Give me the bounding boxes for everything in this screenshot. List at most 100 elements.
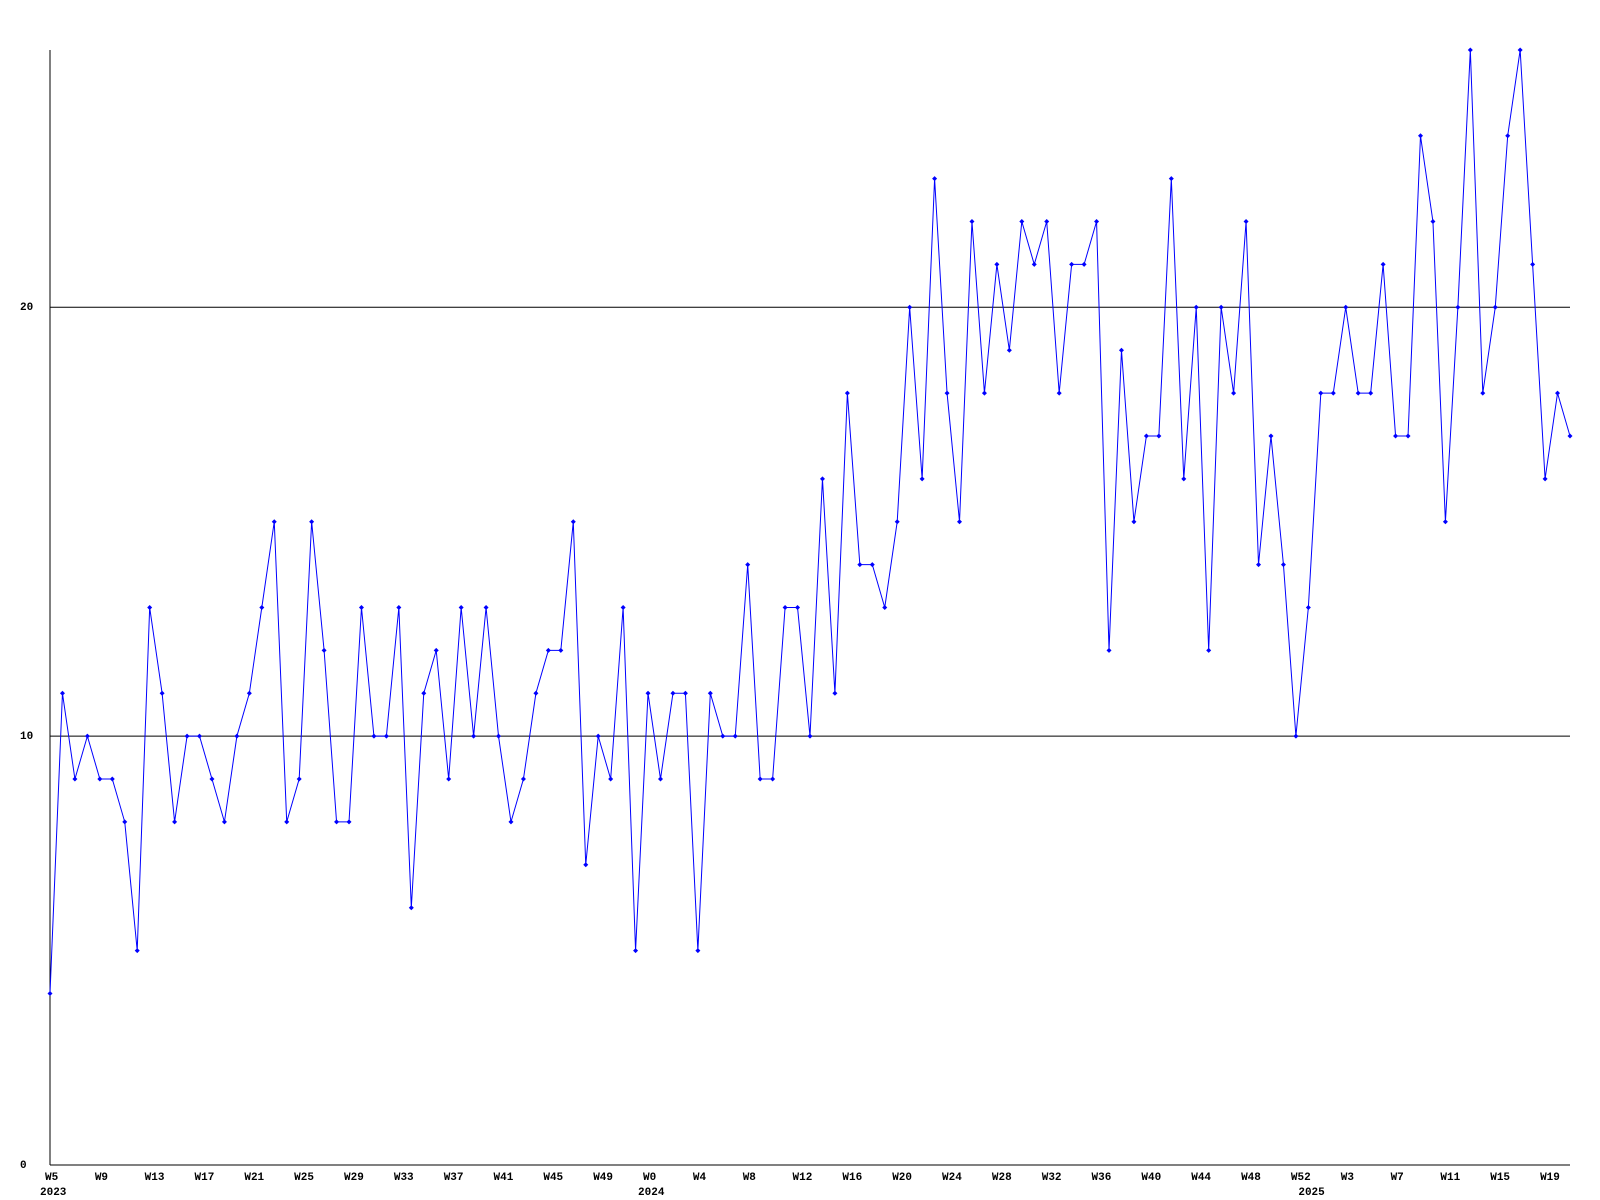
marker [446,776,452,782]
x-tick-label: W8 [743,1172,757,1184]
marker [221,819,227,825]
marker [1530,261,1536,267]
x-tick-label: W24 [942,1172,962,1184]
marker [1156,433,1162,439]
marker [1268,433,1274,439]
marker [608,776,614,782]
y-tick-label: 20 [20,302,33,314]
marker [1293,733,1299,739]
marker [1455,304,1461,310]
marker [383,733,389,739]
x-tick-label: W11 [1440,1172,1460,1184]
marker [508,819,514,825]
marker [346,819,352,825]
marker [147,605,153,610]
marker [907,304,913,310]
marker [1492,304,1498,310]
marker [1118,347,1124,353]
x-tick-label: W41 [494,1172,514,1184]
marker [59,690,65,696]
marker [1405,433,1411,439]
marker [844,390,850,396]
marker [1143,433,1149,439]
x-tick-label: W17 [195,1172,215,1184]
marker [421,690,427,696]
marker [433,647,439,653]
marker [1330,390,1336,396]
marker [97,776,103,782]
x-tick-label: W13 [145,1172,165,1184]
marker [1193,304,1199,310]
marker [246,690,252,696]
marker [695,948,701,954]
marker [1480,390,1486,396]
marker [770,776,776,782]
marker [520,776,526,782]
marker [408,905,414,911]
marker [657,776,663,782]
marker [545,647,551,653]
marker [932,176,938,182]
marker [1442,519,1448,525]
marker [707,690,713,696]
x-year-label: 2024 [638,1187,665,1199]
marker [882,605,888,610]
marker [197,733,203,739]
marker [259,605,265,610]
x-tick-label: W15 [1490,1172,1510,1184]
marker [184,733,190,739]
marker [1206,647,1212,653]
marker [1168,176,1174,182]
marker [134,948,140,954]
marker [670,690,676,696]
marker [981,390,987,396]
x-tick-label: W44 [1191,1172,1211,1184]
marker [1542,476,1548,482]
marker [1243,219,1249,225]
marker [1355,390,1361,396]
x-tick-label: W28 [992,1172,1012,1184]
marker [334,819,340,825]
x-tick-label: W12 [793,1172,813,1184]
marker [1380,261,1386,267]
x-year-label: 2025 [1298,1187,1325,1199]
marker [1069,261,1075,267]
x-year-label: 2023 [40,1187,67,1199]
marker [969,219,975,225]
marker [894,519,900,525]
marker [633,948,639,954]
marker [857,562,863,568]
marker [682,690,688,696]
marker [284,819,290,825]
marker [321,647,327,653]
marker [1555,390,1561,396]
x-tick-label: W52 [1291,1172,1311,1184]
x-tick-label: W4 [693,1172,707,1184]
marker [172,819,178,825]
marker [832,690,838,696]
marker [1044,219,1050,225]
marker [1094,219,1100,225]
marker [583,862,589,868]
marker [358,605,364,610]
marker [795,605,801,610]
marker [496,733,502,739]
marker [309,519,315,525]
x-tick-label: W36 [1092,1172,1112,1184]
marker [371,733,377,739]
marker [558,647,564,653]
marker [1505,133,1511,139]
marker [819,476,825,482]
marker [1006,347,1012,353]
y-tick-label: 0 [20,1160,27,1172]
x-tick-label: W40 [1141,1172,1161,1184]
marker [720,733,726,739]
x-tick-label: W21 [244,1172,264,1184]
marker [122,819,128,825]
x-tick-label: W32 [1042,1172,1062,1184]
marker [645,690,651,696]
marker [72,776,78,782]
marker [109,776,115,782]
marker [1131,519,1137,525]
